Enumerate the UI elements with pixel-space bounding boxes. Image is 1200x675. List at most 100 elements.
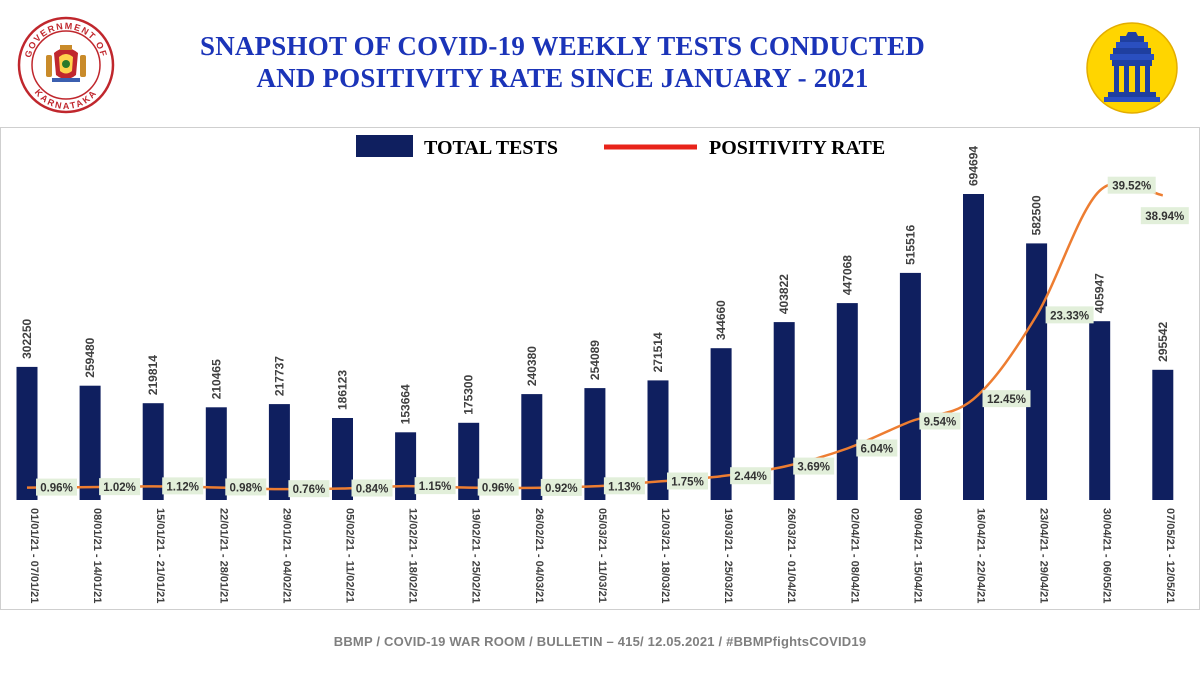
bar-value-label: 210465 [209, 359, 223, 399]
x-tick-label: 02/04/21 - 08/04/21 [848, 508, 860, 603]
positivity-data-label: 23.33% [1045, 306, 1094, 324]
svg-text:0.98%: 0.98% [229, 483, 262, 495]
svg-text:3.69%: 3.69% [797, 462, 830, 474]
svg-text:1.12%: 1.12% [166, 481, 199, 493]
bar-total-tests [458, 422, 480, 500]
svg-text:9.54%: 9.54% [924, 417, 957, 429]
x-tick-label: 22/01/21 - 28/01/21 [217, 508, 229, 603]
x-tick-label: 30/04/21 - 06/05/21 [1101, 508, 1113, 603]
svg-text:23.33%: 23.33% [1050, 310, 1089, 322]
positivity-data-label: 9.54% [919, 412, 961, 430]
positivity-data-label: 0.98% [225, 478, 267, 496]
positivity-data-label: 6.04% [856, 439, 898, 457]
positivity-data-label: 12.45% [982, 390, 1031, 408]
bar-total-tests [1152, 369, 1174, 500]
x-tick-label: 12/02/21 - 18/02/21 [407, 508, 419, 603]
x-tick-label: 09/04/21 - 15/04/21 [911, 508, 923, 603]
positivity-data-label: 1.75% [667, 472, 708, 490]
positivity-data-label: 0.92% [540, 478, 582, 496]
x-tick-label: 23/04/21 - 29/04/21 [1038, 508, 1050, 603]
bar-total-tests [79, 385, 101, 500]
svg-text:39.52%: 39.52% [1112, 181, 1151, 193]
x-tick-label: 15/01/21 - 21/01/21 [154, 508, 166, 603]
bar-value-label: 217737 [272, 356, 286, 396]
bar-value-label: 344660 [714, 300, 728, 340]
positivity-data-label: 0.76% [288, 480, 330, 498]
bar-total-tests [773, 322, 795, 500]
legend-label-positivity-rate: POSITIVITY RATE [709, 137, 885, 159]
x-tick-label: 01/01/21 - 07/01/21 [28, 508, 40, 603]
x-tick-label: 26/02/21 - 04/03/21 [533, 508, 545, 603]
positivity-data-label: 2.44% [730, 467, 772, 485]
bbmp-logo [1086, 22, 1178, 114]
positivity-data-label: 38.94% [1140, 207, 1189, 225]
positivity-data-label: 3.69% [793, 457, 835, 475]
bar-value-label: 295542 [1156, 321, 1170, 361]
bar-value-label: 447068 [840, 255, 854, 295]
positivity-data-label: 0.96% [36, 478, 77, 496]
positivity-data-label: 0.96% [477, 478, 519, 496]
bar-value-label: 302250 [20, 318, 34, 358]
government-of-karnataka-seal: GOVERNMENT OF KARNATAKA [16, 15, 116, 115]
bar-total-tests [584, 388, 606, 500]
x-tick-label: 05/02/21 - 11/02/21 [344, 508, 356, 603]
svg-text:12.45%: 12.45% [987, 394, 1026, 406]
bar-total-tests [1089, 321, 1111, 500]
x-tick-label: 08/01/21 - 14/01/21 [91, 508, 103, 603]
positivity-data-label: 39.52% [1107, 176, 1156, 194]
bar-value-label: 694694 [967, 146, 981, 186]
bar-value-label: 186123 [336, 370, 350, 410]
bar-total-tests [205, 407, 227, 500]
svg-text:1.13%: 1.13% [608, 481, 641, 493]
bar-value-label: 240380 [525, 346, 539, 386]
svg-text:0.96%: 0.96% [482, 483, 515, 495]
positivity-data-label: 1.13% [603, 477, 645, 495]
bar-value-label: 153664 [399, 384, 413, 424]
bar-total-tests [1026, 243, 1048, 500]
chart-legend: TOTAL TESTS POSITIVITY RATE [356, 135, 885, 159]
bar-value-label: 405947 [1093, 273, 1107, 313]
page-title: SNAPSHOT OF COVID-19 WEEKLY TESTS CONDUC… [140, 30, 985, 94]
svg-text:2.44%: 2.44% [734, 471, 767, 483]
bar-total-tests [836, 303, 858, 500]
bar-total-tests [899, 272, 921, 500]
title-line-1: SNAPSHOT OF COVID-19 WEEKLY TESTS CONDUC… [199, 31, 926, 61]
svg-text:1.02%: 1.02% [103, 482, 136, 494]
bar-value-label: 219814 [146, 355, 160, 395]
svg-text:0.76%: 0.76% [293, 484, 326, 496]
positivity-data-label: 1.02% [99, 478, 141, 496]
x-tick-label: 26/03/21 - 01/04/21 [785, 508, 797, 603]
positivity-data-label: 1.15% [414, 477, 456, 495]
svg-text:1.15%: 1.15% [419, 481, 452, 493]
bar-value-label: 403822 [777, 274, 791, 314]
x-tick-label: 29/01/21 - 04/02/21 [280, 508, 292, 603]
svg-text:38.94%: 38.94% [1145, 211, 1184, 223]
title-line-2: AND POSITIVITY RATE SINCE JANUARY - 2021 [256, 63, 869, 93]
positivity-data-label: 0.84% [351, 479, 393, 497]
positivity-data-label: 1.12% [162, 477, 204, 495]
svg-text:0.84%: 0.84% [356, 484, 389, 496]
svg-text:0.92%: 0.92% [545, 483, 578, 495]
svg-text:1.75%: 1.75% [671, 477, 704, 489]
svg-text:0.96%: 0.96% [40, 483, 73, 495]
bar-total-tests [268, 404, 290, 500]
bar-value-label: 271514 [651, 332, 665, 372]
x-tick-label: 19/03/21 - 25/03/21 [722, 508, 734, 603]
bar-total-tests [963, 194, 984, 500]
legend-swatch-total-tests [356, 135, 413, 157]
bar-total-tests [142, 403, 164, 500]
svg-text:6.04%: 6.04% [860, 444, 893, 456]
bar-value-label: 582500 [1030, 195, 1044, 235]
bar-value-label: 254089 [588, 340, 602, 380]
bar-total-tests [16, 366, 38, 500]
bar-value-label: 515516 [903, 225, 917, 265]
bar-value-label: 259480 [83, 337, 97, 377]
bar-total-tests [647, 380, 669, 500]
x-tick-label: 12/03/21 - 18/03/21 [659, 508, 671, 603]
bar-value-label: 175300 [462, 374, 476, 414]
bar-total-tests [332, 418, 353, 500]
legend-label-total-tests: TOTAL TESTS [424, 137, 558, 159]
x-tick-label: 07/05/21 - 12/05/21 [1164, 508, 1176, 603]
x-tick-label: 05/03/21 - 11/03/21 [596, 508, 608, 603]
